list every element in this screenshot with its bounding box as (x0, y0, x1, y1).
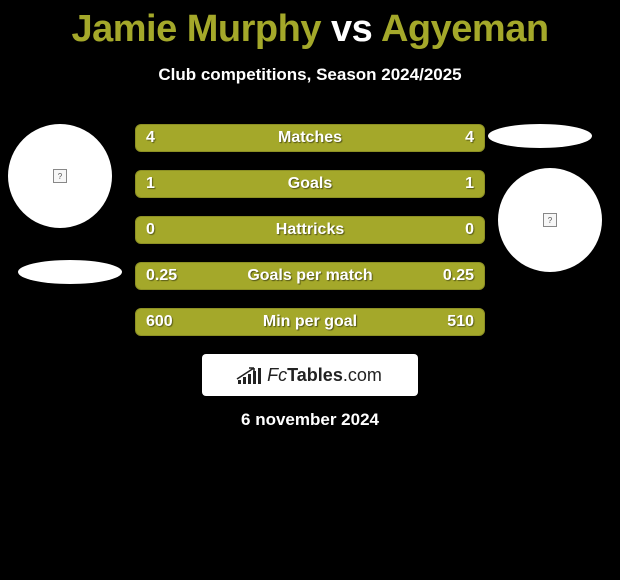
logo-bar (253, 371, 256, 384)
avatar-left: ? (8, 124, 112, 228)
stat-value-left: 600 (146, 313, 173, 331)
logo-fc: Fc (267, 365, 287, 385)
logo-bar (248, 374, 251, 384)
stat-label: Matches (278, 129, 342, 147)
stat-value-left: 4 (146, 129, 155, 147)
stat-row: 0.25 Goals per match 0.25 (135, 262, 485, 290)
page-title: Jamie Murphy vs Agyeman (0, 0, 620, 51)
stat-value-right: 510 (447, 313, 474, 331)
logo-bar (243, 377, 246, 384)
stat-value-left: 1 (146, 175, 155, 193)
missing-image-icon: ? (543, 213, 557, 227)
stat-value-right: 0.25 (443, 267, 474, 285)
stat-value-left: 0 (146, 221, 155, 239)
avatar-right: ? (498, 168, 602, 272)
title-player1: Jamie Murphy (71, 8, 321, 50)
stat-value-right: 1 (465, 175, 474, 193)
avatar-shadow-right (488, 124, 592, 148)
avatar-shadow-left (18, 260, 122, 284)
logo-text: FcTables.com (267, 365, 382, 386)
logo-com: .com (343, 365, 382, 385)
stats-panel: 4 Matches 4 1 Goals 1 0 Hattricks 0 0.25 Goals per… (135, 124, 485, 354)
logo-tables: Tables (287, 365, 343, 385)
missing-image-icon: ? (53, 169, 67, 183)
stat-label: Goals per match (247, 267, 372, 285)
stat-label: Min per goal (263, 313, 357, 331)
stat-row: 4 Matches 4 (135, 124, 485, 152)
fctables-logo: FcTables.com (202, 354, 418, 396)
logo-bars-icon (238, 366, 261, 384)
stat-label: Goals (288, 175, 332, 193)
stat-value-right: 0 (465, 221, 474, 239)
stat-row: 0 Hattricks 0 (135, 216, 485, 244)
stat-value-left: 0.25 (146, 267, 177, 285)
subtitle: Club competitions, Season 2024/2025 (0, 65, 620, 85)
logo-bar (238, 380, 241, 384)
logo-bar (258, 368, 261, 384)
date-line: 6 november 2024 (0, 410, 620, 430)
stat-value-right: 4 (465, 129, 474, 147)
title-vs: vs (331, 8, 372, 50)
stat-label: Hattricks (276, 221, 344, 239)
stat-row: 600 Min per goal 510 (135, 308, 485, 336)
stat-row: 1 Goals 1 (135, 170, 485, 198)
title-player2: Agyeman (381, 8, 549, 50)
